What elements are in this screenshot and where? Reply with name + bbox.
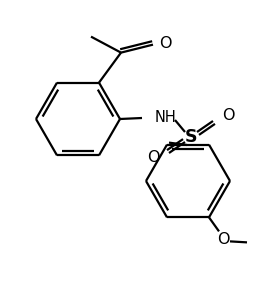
Text: NH: NH <box>155 110 177 125</box>
Text: S: S <box>185 128 197 146</box>
Text: O: O <box>217 232 229 247</box>
Text: O: O <box>159 36 171 51</box>
Text: O: O <box>222 108 234 123</box>
Text: O: O <box>147 151 160 166</box>
